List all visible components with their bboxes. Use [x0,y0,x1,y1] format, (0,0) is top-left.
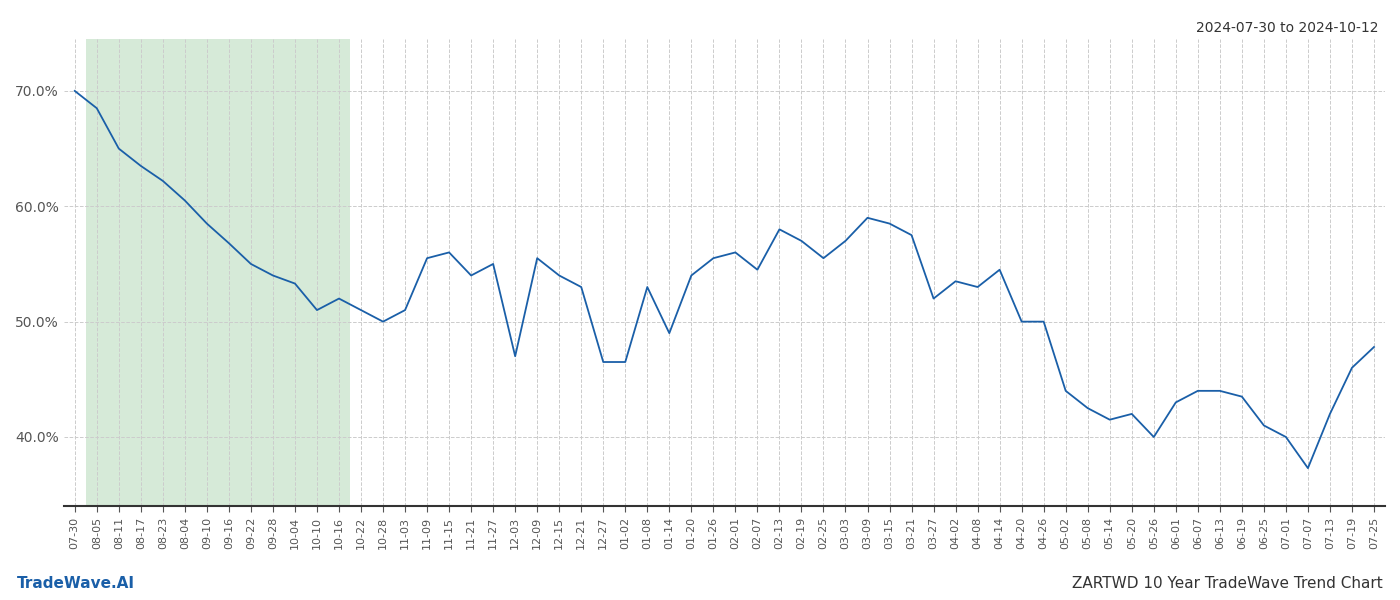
Text: ZARTWD 10 Year TradeWave Trend Chart: ZARTWD 10 Year TradeWave Trend Chart [1072,576,1383,591]
Text: TradeWave.AI: TradeWave.AI [17,576,134,591]
Text: 2024-07-30 to 2024-10-12: 2024-07-30 to 2024-10-12 [1197,21,1379,35]
Bar [85,39,350,506]
